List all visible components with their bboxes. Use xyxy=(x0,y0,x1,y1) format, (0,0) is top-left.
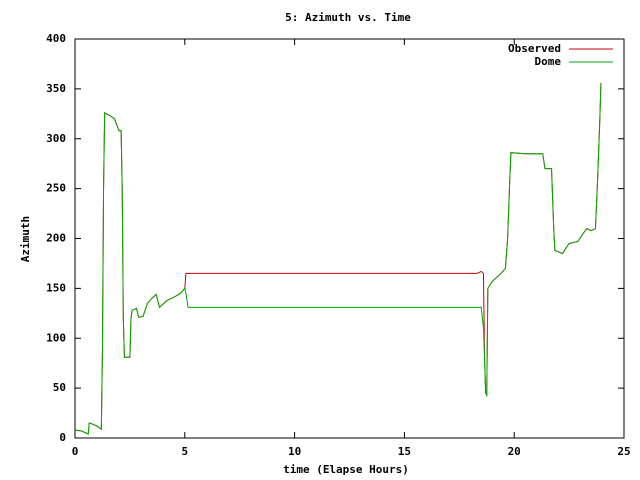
legend-label: Observed xyxy=(508,42,561,55)
y-tick-label: 100 xyxy=(46,331,66,344)
x-tick-label: 20 xyxy=(508,445,521,458)
y-tick-label: 300 xyxy=(46,132,66,145)
x-tick-label: 0 xyxy=(72,445,79,458)
y-tick-label: 350 xyxy=(46,82,66,95)
legend-label: Dome xyxy=(535,55,562,68)
series-line xyxy=(74,82,602,435)
y-tick-label: 200 xyxy=(46,232,66,245)
x-tick-label: 10 xyxy=(288,445,301,458)
chart-title: 5: Azimuth vs. Time xyxy=(285,11,411,24)
x-axis-label: time (Elapse Hours) xyxy=(283,463,409,476)
y-tick-label: 250 xyxy=(46,182,66,195)
x-tick-label: 15 xyxy=(398,445,411,458)
y-tick-label: 150 xyxy=(46,281,66,294)
y-tick-label: 400 xyxy=(46,32,66,45)
x-tick-label: 5 xyxy=(181,445,188,458)
y-tick-label: 50 xyxy=(53,381,66,394)
y-tick-label: 0 xyxy=(59,431,66,444)
x-tick-label: 25 xyxy=(617,445,630,458)
y-axis-label: Azimuth xyxy=(19,216,32,262)
